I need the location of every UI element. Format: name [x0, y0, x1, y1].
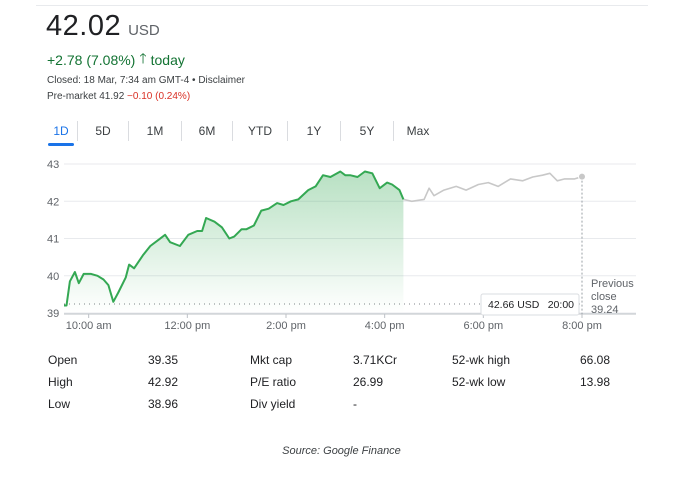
regular-session-area [64, 171, 404, 313]
regular-session-series-line [64, 170, 405, 307]
tab-1m[interactable]: 1M [146, 124, 164, 138]
x-tick-label: 12:00 pm [164, 320, 210, 332]
stat-label: Mkt cap [250, 353, 293, 367]
stat-value: 66.08 [580, 353, 611, 367]
tab-separator [232, 121, 233, 141]
change-value: +2.78 (7.08%) [47, 52, 136, 68]
stat-value: 13.98 [580, 375, 611, 389]
hover-tooltip [480, 293, 580, 316]
tab-separator [393, 121, 394, 141]
stat-label: Div yield [250, 397, 296, 411]
tab-separator [128, 121, 129, 141]
stat-value: 38.96 [148, 397, 179, 411]
tab-5y[interactable]: 5Y [359, 124, 375, 138]
stat-label: 52-wk high [452, 353, 511, 367]
stat-value: 39.35 [148, 353, 179, 367]
arrow-up-icon: 🡑 [139, 50, 147, 66]
currency-label: USD [128, 22, 160, 39]
stat-label: P/E ratio [250, 375, 297, 389]
tab-6m[interactable]: 6M [198, 124, 216, 138]
previous-close-label: 39.24 [591, 304, 619, 316]
after-hours-series-line [403, 172, 583, 203]
tab-1y[interactable]: 1Y [306, 124, 322, 138]
premarket-info: Pre-market 41.92 −0.10 (0.24%) [47, 91, 190, 102]
price-header: 42.02 USD [46, 10, 160, 43]
previous-close-label: Previous [591, 278, 634, 290]
x-tick-label: 10:00 am [66, 320, 112, 332]
premarket-price: Pre-market 41.92 [47, 91, 125, 102]
y-tick-label: 40 [47, 271, 59, 283]
y-tick-label: 41 [47, 234, 59, 246]
x-tick-label: 2:00 pm [266, 320, 306, 332]
closed-info: Closed: 18 Mar, 7:34 am GMT-4 • Disclaim… [47, 75, 246, 86]
stat-value: 26.99 [353, 375, 384, 389]
premarket-change: −0.10 (0.24%) [127, 91, 191, 102]
x-tick-label: 4:00 pm [365, 320, 405, 332]
current-price: 42.02 [46, 10, 122, 42]
range-tabs: 1D 5D 1M 6M YTD 1Y 5Y Max [45, 121, 442, 146]
stat-value: 42.92 [148, 375, 179, 389]
y-tick-label: 42 [47, 196, 59, 208]
tab-separator [287, 121, 288, 141]
hover-point [578, 172, 586, 181]
tooltip-time: 20:00 [548, 299, 574, 311]
tab-separator [181, 121, 182, 141]
y-tick-label: 43 [47, 159, 59, 171]
price-change: +2.78 (7.08%) 🡑 today [47, 48, 185, 72]
x-tick-label: 6:00 pm [463, 320, 503, 332]
previous-close-label: close [591, 291, 617, 303]
stat-value: - [353, 397, 357, 411]
tab-ytd[interactable]: YTD [248, 124, 272, 138]
change-period: today [150, 52, 185, 68]
tab-5d[interactable]: 5D [95, 124, 111, 138]
top-divider [36, 5, 648, 6]
tab-1d[interactable]: 1D [45, 122, 77, 146]
stat-label: Open [48, 353, 78, 367]
x-tick-label: 8:00 pm [562, 320, 602, 332]
source-caption: Source: Google Finance [282, 445, 401, 457]
stat-label: High [48, 375, 73, 389]
tab-separator [77, 121, 78, 141]
stat-label: Low [48, 397, 71, 411]
tooltip-price: 42.66 USD [488, 299, 540, 311]
y-tick-label: 39 [47, 308, 59, 320]
stat-label: 52-wk low [452, 375, 506, 389]
tab-max[interactable]: Max [406, 124, 430, 138]
price-chart[interactable]: 43 42 41 40 39 10:00 am 12:00 pm 2:00 pm 4:00 pm… [0, 150, 683, 340]
tab-separator [340, 121, 341, 141]
stat-value: 3.71KCr [353, 353, 398, 367]
